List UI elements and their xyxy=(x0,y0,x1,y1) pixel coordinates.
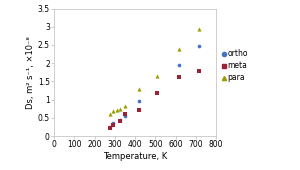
Point xyxy=(176,47,181,50)
Point xyxy=(176,64,181,66)
Point xyxy=(122,105,127,107)
Point xyxy=(122,115,127,117)
Point xyxy=(110,110,115,113)
Legend: ortho, meta, para: ortho, meta, para xyxy=(221,49,249,83)
Point xyxy=(196,28,201,31)
X-axis label: Temperature, K: Temperature, K xyxy=(103,152,167,161)
Point xyxy=(122,113,127,115)
Point xyxy=(196,70,201,73)
Point xyxy=(117,107,122,110)
Y-axis label: Ds, m² s⁻¹, ×10⁻⁸: Ds, m² s⁻¹, ×10⁻⁸ xyxy=(26,36,35,109)
Point xyxy=(107,125,112,128)
Point xyxy=(196,44,201,47)
Point xyxy=(176,76,181,78)
Point xyxy=(155,92,160,94)
Point xyxy=(110,124,115,126)
Point xyxy=(117,120,122,123)
Point xyxy=(137,87,142,90)
Point xyxy=(107,113,112,115)
Point xyxy=(110,122,115,125)
Point xyxy=(155,74,160,77)
Point xyxy=(114,108,119,111)
Point xyxy=(117,118,122,121)
Point xyxy=(137,100,142,103)
Point xyxy=(107,127,112,129)
Point xyxy=(137,108,142,111)
